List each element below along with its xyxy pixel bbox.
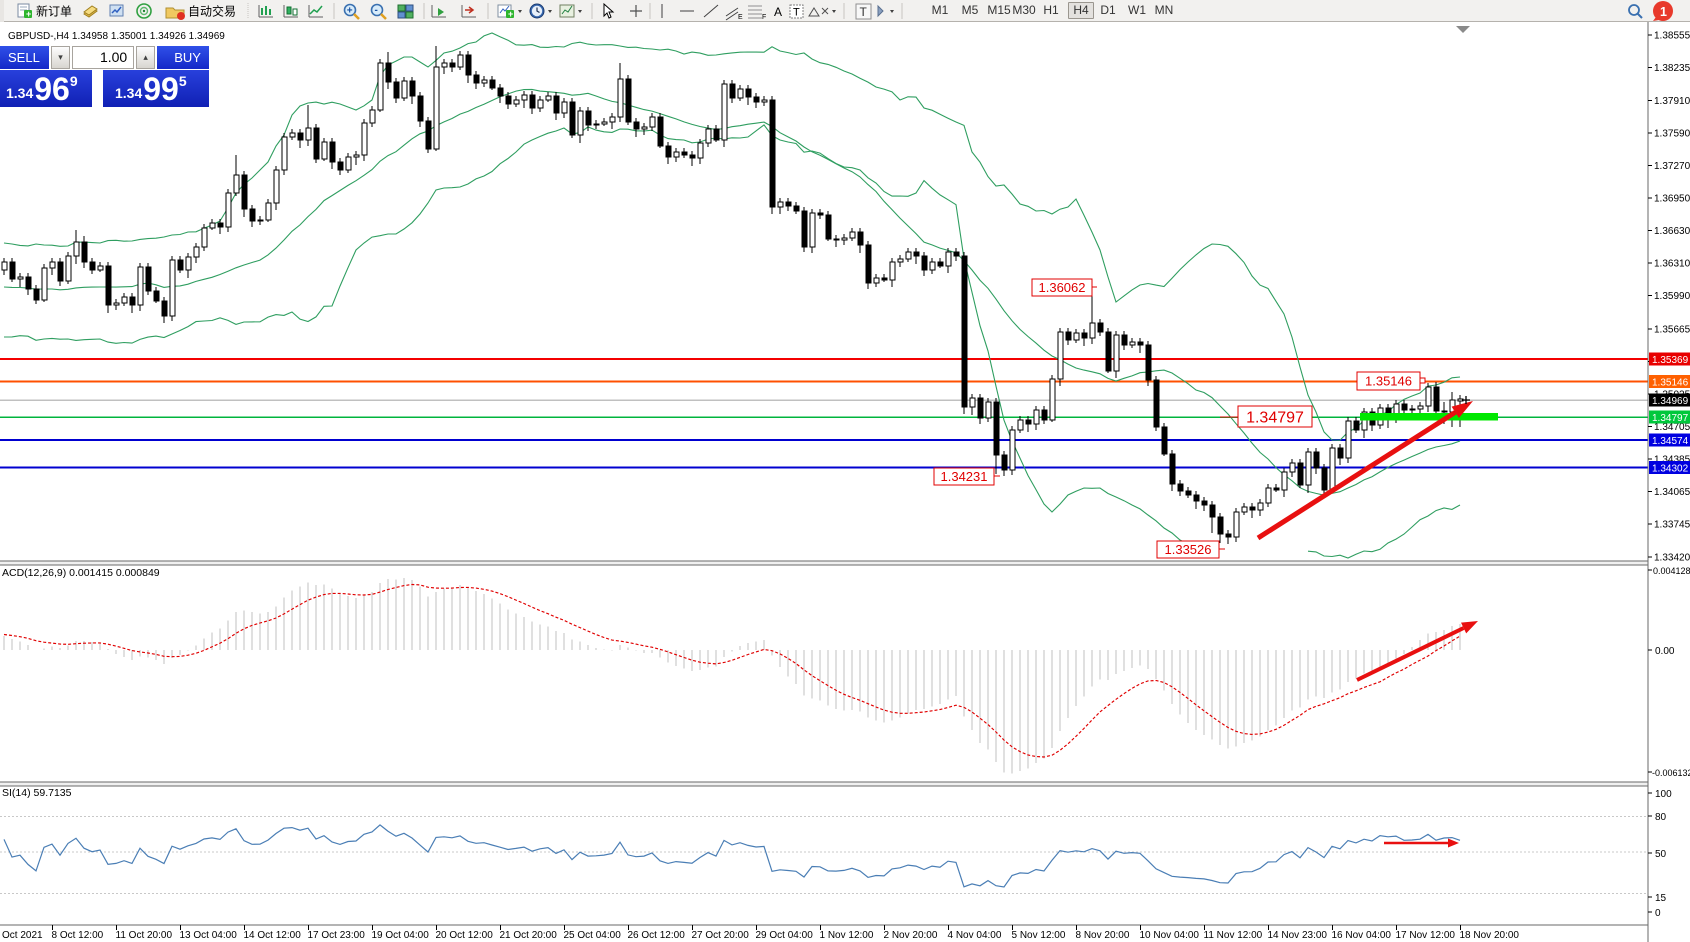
svg-text:-0.006132: -0.006132 <box>1652 768 1690 778</box>
svg-text:新订单: 新订单 <box>36 4 72 19</box>
svg-text:1.35146: 1.35146 <box>1652 377 1689 388</box>
svg-text:1.37910: 1.37910 <box>1654 96 1690 107</box>
svg-text:1.34797: 1.34797 <box>1652 413 1689 424</box>
svg-text:0.004128: 0.004128 <box>1653 566 1690 576</box>
svg-text:1.37270: 1.37270 <box>1654 161 1690 172</box>
svg-text:1.35369: 1.35369 <box>1652 355 1689 366</box>
svg-text:11 Nov 12:00: 11 Nov 12:00 <box>1204 930 1263 941</box>
svg-text:1.33745: 1.33745 <box>1654 519 1690 530</box>
svg-text:8 Oct 12:00: 8 Oct 12:00 <box>52 930 104 941</box>
svg-text:80: 80 <box>1655 812 1667 823</box>
svg-text:100: 100 <box>1655 789 1672 800</box>
svg-text:1.33420: 1.33420 <box>1654 553 1690 564</box>
svg-text:SI(14) 59.7135: SI(14) 59.7135 <box>2 787 72 799</box>
svg-text:1.34231: 1.34231 <box>941 469 988 484</box>
svg-text:11 Oct 20:00: 11 Oct 20:00 <box>116 930 173 941</box>
svg-text:1.33526: 1.33526 <box>1165 542 1212 557</box>
svg-text:27 Oct 20:00: 27 Oct 20:00 <box>692 930 750 941</box>
svg-text:+: + <box>26 9 31 19</box>
svg-text:18 Nov 20:00: 18 Nov 20:00 <box>1460 930 1520 941</box>
svg-text:Oct 2021: Oct 2021 <box>2 930 43 941</box>
svg-text:1.36310: 1.36310 <box>1654 259 1690 270</box>
svg-text:1.34302: 1.34302 <box>1652 463 1689 474</box>
svg-text:ACD(12,26,9) 0.001415 0.000849: ACD(12,26,9) 0.001415 0.000849 <box>2 567 160 579</box>
svg-text:GBPUSD-,H4 1.34958 1.35001 1.: GBPUSD-,H4 1.34958 1.35001 1.34926 1.349… <box>8 31 225 42</box>
svg-text:1.34969: 1.34969 <box>1652 396 1689 407</box>
svg-text:-: - <box>375 5 378 16</box>
svg-text:5 Nov 12:00: 5 Nov 12:00 <box>1012 930 1066 941</box>
svg-text:1.38235: 1.38235 <box>1654 63 1690 74</box>
svg-text:1.34574: 1.34574 <box>1652 436 1689 447</box>
svg-text:1.34065: 1.34065 <box>1654 487 1690 498</box>
svg-text:21 Oct 20:00: 21 Oct 20:00 <box>500 930 558 941</box>
svg-text:25 Oct 04:00: 25 Oct 04:00 <box>564 930 622 941</box>
svg-text:1.35665: 1.35665 <box>1654 324 1690 335</box>
svg-text:T: T <box>860 5 868 19</box>
svg-text:1.35146: 1.35146 <box>1365 374 1412 389</box>
svg-text:17 Oct 23:00: 17 Oct 23:00 <box>308 930 366 941</box>
svg-text:0: 0 <box>1655 908 1661 919</box>
svg-text:T: T <box>793 7 800 19</box>
svg-text:1.35990: 1.35990 <box>1654 291 1690 302</box>
svg-text:1.36630: 1.36630 <box>1654 226 1690 237</box>
svg-text:F: F <box>762 14 766 21</box>
svg-text:+: + <box>508 9 513 19</box>
svg-text:4 Nov 04:00: 4 Nov 04:00 <box>948 930 1002 941</box>
svg-text:A: A <box>774 5 782 19</box>
svg-text:1 Nov 12:00: 1 Nov 12:00 <box>820 930 874 941</box>
svg-text:14 Oct 12:00: 14 Oct 12:00 <box>244 930 302 941</box>
svg-text:29 Oct 04:00: 29 Oct 04:00 <box>756 930 814 941</box>
svg-text:1.36062: 1.36062 <box>1039 280 1086 295</box>
svg-text:13 Oct 04:00: 13 Oct 04:00 <box>180 930 238 941</box>
svg-text:26 Oct 12:00: 26 Oct 12:00 <box>628 930 686 941</box>
svg-text:自动交易: 自动交易 <box>188 4 236 19</box>
svg-text:14 Nov 23:00: 14 Nov 23:00 <box>1268 930 1328 941</box>
svg-text:19 Oct 04:00: 19 Oct 04:00 <box>372 930 430 941</box>
svg-text:1.34385: 1.34385 <box>1654 454 1690 465</box>
svg-text:15: 15 <box>1655 893 1667 904</box>
svg-text:17 Nov 12:00: 17 Nov 12:00 <box>1396 930 1456 941</box>
svg-text:2 Nov 20:00: 2 Nov 20:00 <box>884 930 938 941</box>
svg-text:1.34797: 1.34797 <box>1246 409 1304 426</box>
svg-text:1.36950: 1.36950 <box>1654 194 1690 205</box>
svg-text:50: 50 <box>1655 849 1667 860</box>
svg-text:10 Nov 04:00: 10 Nov 04:00 <box>1140 930 1200 941</box>
svg-text:E: E <box>738 14 743 21</box>
svg-text:1.38555: 1.38555 <box>1654 31 1690 42</box>
svg-text:1: 1 <box>1660 5 1667 19</box>
svg-text:0.00: 0.00 <box>1655 646 1675 657</box>
svg-text:8 Nov 20:00: 8 Nov 20:00 <box>1076 930 1130 941</box>
svg-text:20 Oct 12:00: 20 Oct 12:00 <box>436 930 494 941</box>
svg-text:1.37590: 1.37590 <box>1654 129 1690 140</box>
svg-text:16 Nov 04:00: 16 Nov 04:00 <box>1332 930 1392 941</box>
svg-text:+: + <box>347 6 353 17</box>
svg-text:1.34705: 1.34705 <box>1654 422 1690 433</box>
